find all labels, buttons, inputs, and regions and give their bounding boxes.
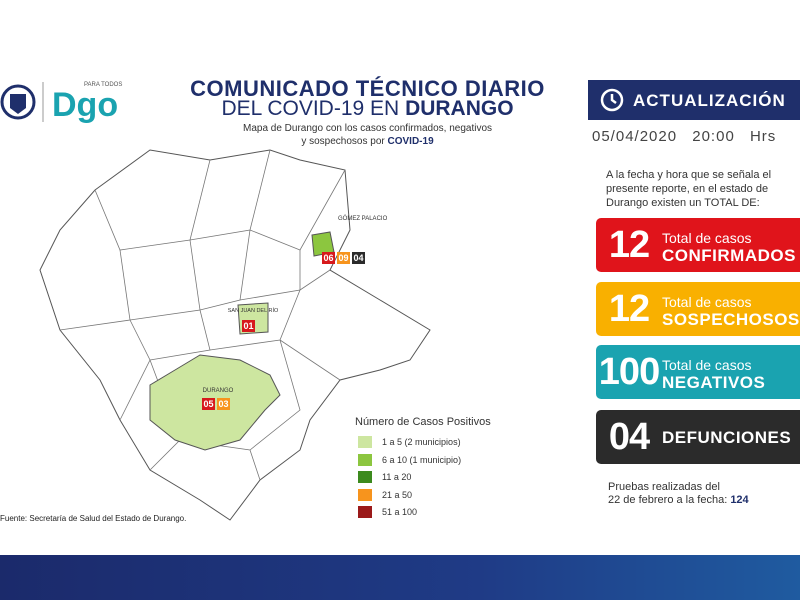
title-emph: DURANGO: [405, 97, 514, 120]
legend-title: Número de Casos Positivos: [355, 416, 491, 428]
stat-line2: DEFUNCIONES: [662, 428, 792, 447]
update-time: 20:00 Hrs: [692, 128, 777, 145]
subtitle-emph: COVID-19: [387, 136, 434, 147]
stat-line1: Total de casos: [662, 357, 752, 373]
tests-line2: 22 de febrero a la fecha:: [608, 494, 728, 506]
update-date: 05/04/2020: [592, 128, 678, 145]
legend-label: 21 a 50: [382, 489, 413, 500]
logo: Dgo: [52, 86, 118, 124]
stat-line2: SOSPECHOSOS: [662, 310, 800, 329]
tests-line1: Pruebas realizadas del: [608, 481, 720, 493]
subtitle: Mapa de Durango con los casos confirmado…: [175, 122, 560, 148]
stat-number: 12: [608, 288, 650, 330]
badges: 06 09 04 01 05 03: [202, 252, 365, 410]
badge-text: 09: [338, 253, 348, 263]
badge: [337, 252, 350, 264]
update-datetime: 05/04/2020 20:00 Hrs: [592, 128, 776, 145]
source: Fuente: Secretaría de Salud del Estado d…: [0, 514, 187, 523]
stat-card: 12 Total de casos CONFIRMADOS: [596, 218, 800, 272]
legend-label: 11 a 20: [382, 472, 412, 482]
legend-label-row: 11 a 20: [382, 472, 411, 482]
title: COMUNICADO TÉCNICO DIARIO: [190, 76, 545, 101]
legend-label: 6 a 10: [382, 454, 408, 465]
legend-label-row: 51 a 100: [382, 507, 417, 517]
stat-line1: Total de casos: [662, 294, 752, 310]
legend-swatch: [358, 436, 372, 448]
subtitle-prefix: y sospechosos por: [301, 136, 385, 147]
map: GÓMEZ PALACIO SAN JUAN DEL RÍO DURANGO 0…: [39, 149, 431, 521]
map-borders: [59, 149, 346, 481]
badge: [202, 398, 215, 410]
logos: PARA TODOS Dgo: [0, 82, 122, 124]
legend-label-row: 1 a 5 (2 municipios): [382, 437, 461, 447]
legend-swatch: [358, 506, 372, 518]
tests-text: Pruebas realizadas del 22 de febrero a la…: [608, 481, 749, 507]
legend-label: 51 a 100: [382, 507, 418, 517]
subtitle-line1: Mapa de Durango con los casos confirmado…: [242, 123, 493, 134]
emblem: [0, 84, 36, 120]
stat-card: 04 DEFUNCIONES: [596, 410, 800, 464]
stat-number: 04: [608, 416, 650, 458]
stat-number: 100: [598, 351, 660, 393]
legend-swatch: [358, 488, 372, 501]
region-label: GÓMEZ PALACIO: [338, 215, 388, 222]
legend-note: (2 municipios): [404, 437, 461, 447]
region-label: DURANGO: [203, 388, 234, 394]
badge: [242, 320, 255, 332]
footer-band: [0, 555, 800, 600]
stat-number: 12: [608, 224, 650, 266]
badge-text: 03: [218, 399, 228, 409]
badge: [217, 398, 230, 410]
legend-label-row: 6 a 10 (1 municipio): [382, 455, 461, 465]
stat-card: 100 Total de casos NEGATIVOS: [596, 345, 800, 399]
legend-label-row: 21 a 50: [382, 490, 412, 500]
update-bar: ACTUALIZACIÓN: [588, 80, 800, 120]
region-label: SAN JUAN DEL RÍO: [228, 307, 279, 314]
stat-line2: CONFIRMADOS: [662, 246, 796, 265]
intro-text: A la fecha y hora que se señala el prese…: [606, 169, 772, 209]
badge-text: 01: [243, 321, 253, 331]
badge-text: 06: [323, 253, 333, 263]
stat-line1: Total de casos: [662, 230, 752, 246]
legend-swatch: [358, 453, 372, 466]
legend-label: 1 a 5: [382, 437, 403, 447]
clock-icon: [600, 88, 624, 112]
update-label: ACTUALIZACIÓN: [633, 91, 786, 110]
badge: [322, 252, 335, 264]
badge-text: 04: [353, 253, 363, 263]
badge: [352, 252, 365, 264]
badge-text: 05: [203, 399, 213, 409]
logo-tag: PARA TODOS: [84, 82, 122, 88]
stat-card: 12 Total de casos SOSPECHOSOS: [596, 282, 800, 336]
legend-note: (1 municipio): [409, 454, 462, 465]
emblem-shield: [10, 94, 26, 114]
title-line2: DEL COVID-19 EN DURANGO: [175, 97, 560, 121]
title-prefix: DEL COVID-19 EN: [221, 97, 400, 120]
stat-line2: NEGATIVOS: [662, 373, 766, 392]
legend-swatch: [358, 471, 372, 483]
tests-value: 124: [730, 494, 749, 506]
